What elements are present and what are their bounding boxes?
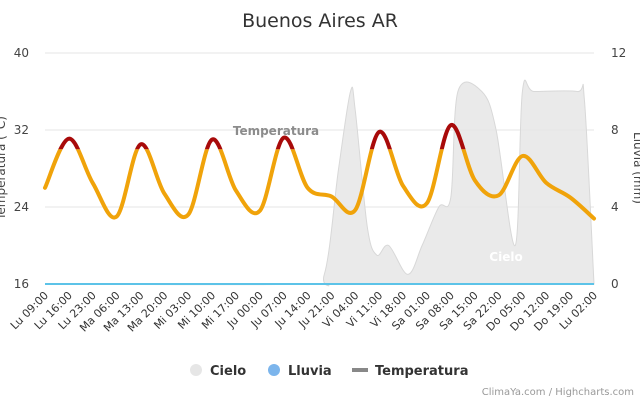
y-right-tick-label: 0 (611, 277, 619, 291)
temperature-line-hot (58, 123, 466, 150)
temperature-line (43, 149, 596, 221)
legend-temperatura-label: Temperatura (375, 364, 468, 379)
legend-cielo-symbol (190, 364, 202, 376)
temperature-series-label: Temperatura (233, 124, 319, 138)
legend-item-cielo[interactable]: Cielo (190, 364, 246, 379)
legend: Cielo Lluvia Temperatura (190, 364, 468, 379)
y-right-tick-label: 8 (611, 123, 619, 137)
legend-lluvia-symbol (268, 364, 280, 376)
legend-item-lluvia[interactable]: Lluvia (268, 364, 332, 379)
temperature-series (43, 123, 596, 221)
y-axis-right-title: Lluvia (mm) (631, 132, 640, 204)
legend-temperatura-symbol (352, 368, 368, 372)
y-left-tick-label: 16 (14, 277, 29, 291)
y-axis-left-title: Temperatura (°C) (0, 116, 8, 221)
chart-credits[interactable]: ClimaYa.com / Highcharts.com (482, 387, 634, 398)
legend-lluvia-label: Lluvia (288, 364, 332, 379)
sky-series-label: Cielo (489, 250, 522, 264)
y-left-tick-label: 40 (14, 46, 29, 60)
legend-item-temperatura[interactable]: Temperatura (352, 364, 468, 379)
y-left-tick-label: 24 (14, 200, 29, 214)
y-axis-ticks: 16 24 32 40 0 4 8 12 (14, 46, 627, 291)
y-left-tick-label: 32 (14, 123, 29, 137)
chart-title: Buenos Aires AR (242, 10, 398, 32)
y-right-tick-label: 4 (611, 200, 619, 214)
y-right-tick-label: 12 (611, 46, 626, 60)
legend-cielo-label: Cielo (210, 364, 246, 379)
